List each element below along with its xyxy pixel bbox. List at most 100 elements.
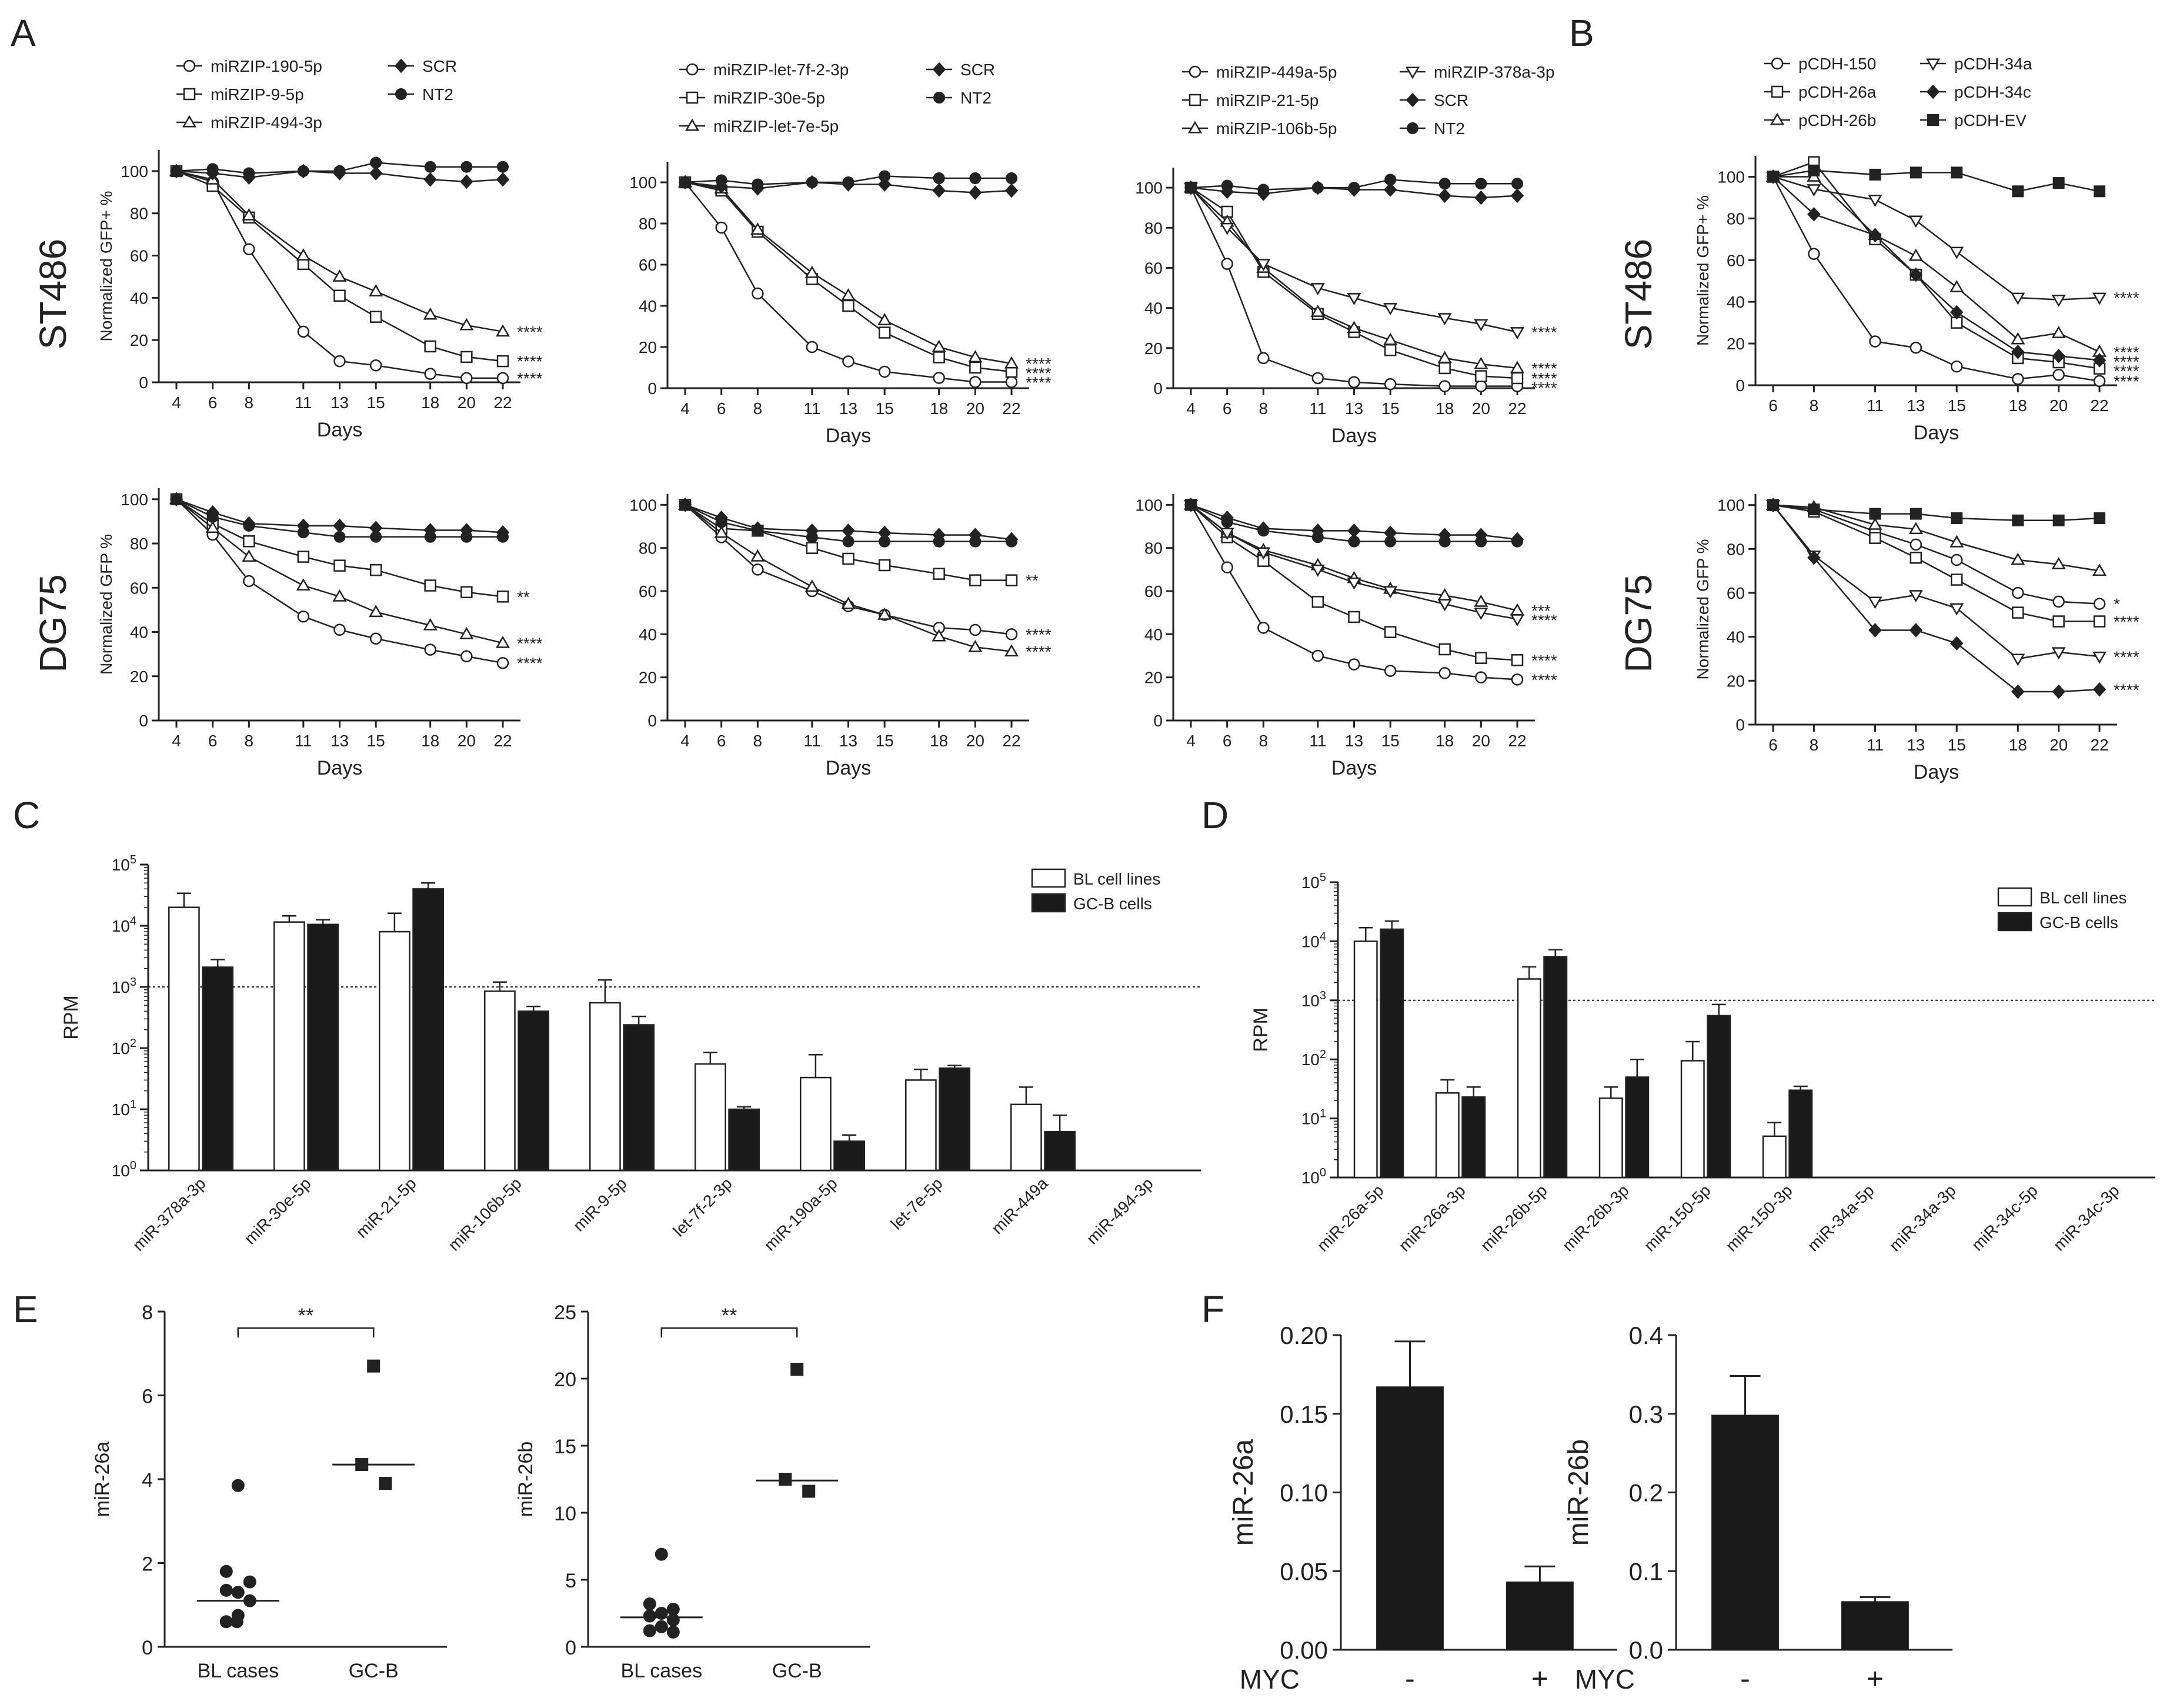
legend-marker-a1-scr (394, 58, 408, 74)
data-point-a3-nt2 (1221, 179, 1233, 192)
data-point-b1-pcdh-34a (1807, 184, 1821, 197)
data-point-e2-bl-cases (666, 1613, 680, 1627)
y-tick-label-f2: 0.4 (1629, 1322, 1663, 1349)
data-point-e1-bl-cases (243, 1575, 256, 1589)
data-point-b2-pcdh-ev (2012, 514, 2024, 526)
y-tick-label-a1: 80 (130, 205, 148, 223)
data-point-a6-mirzip-378a-3p (1310, 564, 1325, 577)
data-point-a3-scr (1474, 190, 1488, 205)
x-tick-label-a5: 22 (1002, 732, 1020, 750)
significance-stars-a3-mirzip-106b-5p: **** (1531, 359, 1557, 378)
significance-stars-a5-mirzip-let-7f-2-3p: **** (1026, 625, 1052, 643)
data-point-a3-nt2 (1185, 182, 1197, 194)
y-tick-label-e1: 0 (142, 1637, 153, 1659)
x-tick-label-a3: 20 (1472, 399, 1490, 418)
legend-label-d-gc-b-cells: GC-B cells (2040, 913, 2118, 932)
data-point-a2-scr (969, 185, 982, 200)
data-point-b2-pcdh-26b (2051, 557, 2066, 569)
series-line-a3-mirzip-378a-3p (1190, 187, 1518, 333)
y-tick-label-e2: 0 (565, 1637, 576, 1659)
y-tick-label-a3: 0 (1153, 379, 1163, 398)
x-tick-label-b1: 18 (2009, 396, 2027, 415)
data-point-e1-gc-b (379, 1477, 392, 1490)
data-point-a4-nt2 (460, 531, 473, 543)
data-point-a6-mirzip-378a-3p (1256, 547, 1271, 560)
x-axis-label-a5: Days (826, 757, 871, 779)
x-axis-label-a3: Days (1331, 425, 1377, 447)
significance-stars-a2-mirzip-30e-5p: **** (1026, 364, 1052, 382)
data-point-a3-mirzip-106b-5p (1510, 361, 1525, 373)
data-point-a5-nt2 (969, 535, 982, 548)
group-label-f2: MYC (1575, 1664, 1635, 1694)
y-axis-label-c: RPM (60, 995, 82, 1040)
series-line-a1-mirzip-494-3p (176, 170, 503, 333)
data-point-b2-pcdh-150 (2093, 598, 2106, 610)
bar-f1-plus (1506, 1581, 1574, 1651)
data-point-a3-nt2 (1475, 178, 1487, 190)
data-point-b1-pcdh-ev (1910, 166, 1922, 179)
bar-f2-plus (1841, 1601, 1909, 1651)
y-tick-label-a6: 0 (1153, 712, 1163, 730)
data-point-a2-nt2 (715, 174, 727, 186)
bar-c-mir-106b-5p-bl-cell-lines (483, 990, 516, 1172)
data-point-a3-mirzip-106b-5p (1310, 305, 1325, 317)
data-point-a1-nt2 (460, 161, 473, 173)
x-tick-label-a4: 18 (421, 732, 439, 750)
y-tick-label-b1: 0 (1735, 376, 1745, 395)
legend-swatch-d-gc-b-cells (1997, 912, 2032, 932)
data-point-a4-mirzip-190-5p (369, 632, 382, 645)
x-axis-label-a2: Days (826, 425, 871, 447)
x-tick-label-a5: 20 (966, 732, 984, 750)
significance-stars-a2-mirzip-let-7f-2-3p: **** (1026, 373, 1052, 392)
x-tick-label-b2: 11 (1867, 736, 1884, 754)
x-tick-label-b1: 13 (1907, 396, 1925, 415)
y-tick-label-c: 103 (112, 976, 136, 996)
significance-bracket-e1 (237, 1327, 375, 1337)
y-tick-label-a3: 80 (1144, 219, 1163, 237)
data-point-a2-nt2 (879, 170, 891, 182)
bar-c-mir-449a-gc-b-cells (1044, 1130, 1076, 1172)
legend-marker-b1-pcdh-34a (1925, 58, 1941, 71)
data-point-a1-mirzip-190-5p (424, 368, 436, 380)
x-tick-label-b1: 22 (2090, 396, 2108, 415)
bar-d-mir-26a-5p-bl-cell-lines (1353, 940, 1378, 1179)
y-tick-label-a4: 20 (130, 668, 148, 686)
legend-marker-a3-mirzip-449a-5p (1189, 65, 1201, 78)
data-point-a4-mirzip-190-5p (297, 610, 310, 623)
y-tick-label-b1: 60 (1727, 251, 1745, 269)
x-tick-label-b2: 6 (1768, 736, 1778, 754)
x-tick-label-b2: 15 (1948, 736, 1966, 754)
y-tick-label-d: 102 (1301, 1048, 1326, 1069)
data-point-a6-mirzip-21-5p (1511, 654, 1524, 666)
data-point-a1-nt2 (297, 165, 309, 177)
y-tick-label-a5: 60 (639, 582, 657, 601)
legend-label-b1-pcdh-34c: pCDH-34c (1954, 83, 2031, 101)
data-point-a5-mirzip-let-7e-5p (805, 579, 819, 592)
y-tick-label-a6: 40 (1144, 625, 1163, 643)
significance-stars-a6-mirzip-21-5p: **** (1531, 651, 1557, 669)
x-tick-label-a3: 6 (1223, 399, 1232, 418)
y-tick-label-a2: 0 (647, 379, 657, 398)
data-point-a3-nt2 (1257, 184, 1270, 196)
data-point-b2-pcdh-150 (1950, 553, 1963, 566)
x-axis-label-a1: Days (317, 419, 362, 441)
data-point-a1-nt2 (171, 165, 182, 177)
data-point-e1-bl-cases (219, 1564, 233, 1578)
x-tick-label-c-mir-494-3p: miR-494-3p (1083, 1174, 1156, 1247)
data-point-a2-mirzip-let-7e-5p (750, 222, 765, 235)
bar-c-mir-106b-5p-gc-b-cells (518, 1010, 550, 1172)
data-point-a3-mirzip-449a-5p (1311, 372, 1324, 385)
legend-label-a3-mirzip-106b-5p: miRZIP-106b-5p (1216, 119, 1337, 138)
y-tick-label-c: 102 (112, 1037, 136, 1058)
data-point-a6-nt2 (1511, 535, 1523, 548)
data-point-b2-pcdh-26a (2093, 615, 2106, 628)
x-tick-label-a2: 22 (1002, 399, 1020, 418)
bar-c-mir-30e-5p-bl-cell-lines (273, 921, 305, 1172)
data-point-a3-nt2 (1511, 178, 1523, 190)
significance-stars-b1-pcdh-34a: **** (2114, 289, 2139, 307)
y-tick-label-e1: 4 (142, 1469, 153, 1492)
x-tick-label-a4: 15 (367, 732, 385, 750)
data-point-a5-mirzip-30e-5p (1005, 574, 1018, 586)
y-tick-label-e1: 8 (142, 1302, 153, 1324)
data-point-a4-nt2 (333, 531, 346, 543)
